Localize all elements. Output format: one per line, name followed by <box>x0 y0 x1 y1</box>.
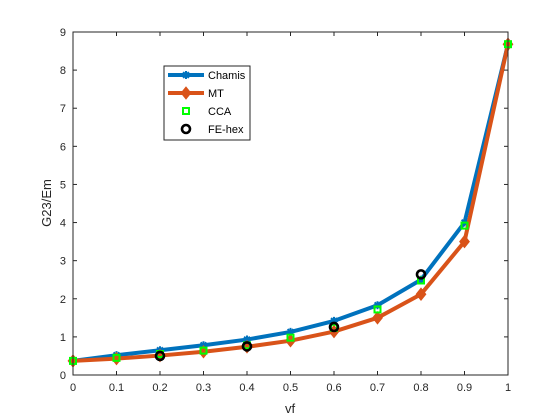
legend-label: MT <box>208 88 224 100</box>
data-point <box>286 333 295 342</box>
data-point <box>199 346 208 355</box>
x-tick-label: 0.8 <box>413 382 428 394</box>
y-tick-label: 9 <box>60 27 66 39</box>
data-point <box>415 287 427 302</box>
legend: Chamis MT CCA FE-hex <box>163 65 251 141</box>
y-tick-label: 8 <box>60 65 66 77</box>
data-point <box>328 321 340 333</box>
y-tick-label: 4 <box>60 218 66 230</box>
x-tick-label: 0.9 <box>457 382 472 394</box>
data-point <box>241 341 253 352</box>
data-point <box>459 234 470 249</box>
x-tick-label: 0.1 <box>109 382 124 394</box>
data-point <box>330 316 338 325</box>
data-point <box>373 305 382 314</box>
plot-area <box>73 32 508 375</box>
data-point <box>460 221 469 230</box>
data-point <box>112 353 121 362</box>
legend-marker <box>180 123 192 135</box>
legend-item-fe-hex: FE-hex <box>180 123 244 136</box>
axes-layer: 0 0.1 0.2 0.3 0.4 0.5 0.6 0.7 0.8 0.9 1 0 1 2 3 4 5 6 7 8 9 <box>60 27 511 394</box>
data-point <box>243 335 251 344</box>
data-point <box>373 301 382 310</box>
x-tick-label: 0.5 <box>283 382 298 394</box>
x-tick-label: 1 <box>505 382 511 394</box>
legend-item-chamis: Chamis <box>168 70 246 82</box>
x-axis-label: vf <box>285 401 296 416</box>
legend-label: CCA <box>208 106 232 118</box>
x-tick-label: 0.2 <box>152 382 167 394</box>
legend-item-cca: CCA <box>182 106 232 118</box>
x-tick-label: 0.3 <box>196 382 211 394</box>
x-tick-label: 0.7 <box>370 382 385 394</box>
legend-label: Chamis <box>208 70 246 82</box>
data-point <box>372 311 383 325</box>
y-axis-label: G23/Em <box>39 179 54 227</box>
x-tick-label: 0.4 <box>239 382 254 394</box>
series-fe-hex <box>154 269 427 362</box>
y-tick-label: 5 <box>60 179 66 191</box>
legend-item-mt: MT <box>168 86 224 100</box>
y-tick-label: 3 <box>60 256 66 268</box>
data-point <box>417 275 425 284</box>
y-tick-label: 6 <box>60 141 66 153</box>
legend-box <box>163 65 251 141</box>
legend-marker <box>182 71 190 79</box>
data-point <box>154 350 166 362</box>
legend-marker <box>182 107 190 115</box>
y-tick-label: 7 <box>60 103 66 115</box>
data-point <box>415 269 427 280</box>
y-tick-label: 2 <box>60 294 66 306</box>
legend-label: FE-hex <box>208 124 244 136</box>
legend-marker <box>180 86 192 100</box>
data-point <box>286 327 295 336</box>
x-tick-label: 0.6 <box>326 382 341 394</box>
y-tick-label: 0 <box>60 370 66 382</box>
data-layer <box>67 37 514 368</box>
x-tick-label: 0 <box>70 382 76 394</box>
y-tick-label: 1 <box>60 332 66 344</box>
